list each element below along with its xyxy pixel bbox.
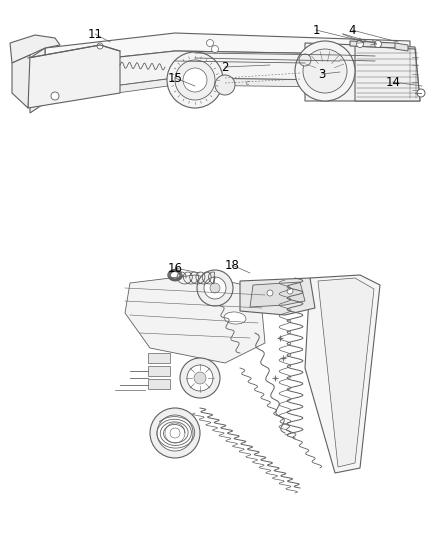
Circle shape bbox=[204, 277, 226, 299]
Circle shape bbox=[266, 290, 272, 296]
Text: 1: 1 bbox=[311, 23, 319, 36]
Polygon shape bbox=[354, 46, 419, 101]
Text: 14: 14 bbox=[385, 76, 399, 88]
Polygon shape bbox=[45, 78, 409, 103]
Circle shape bbox=[286, 288, 292, 294]
Circle shape bbox=[356, 41, 363, 47]
Ellipse shape bbox=[223, 312, 245, 324]
Circle shape bbox=[183, 68, 207, 92]
Circle shape bbox=[377, 64, 381, 69]
Text: c: c bbox=[246, 80, 249, 86]
Bar bbox=[148, 379, 170, 389]
Circle shape bbox=[150, 408, 200, 458]
Polygon shape bbox=[304, 275, 379, 473]
Polygon shape bbox=[394, 43, 407, 51]
Circle shape bbox=[209, 283, 219, 293]
Bar bbox=[148, 353, 170, 363]
Circle shape bbox=[180, 358, 219, 398]
Circle shape bbox=[97, 69, 102, 74]
Circle shape bbox=[170, 428, 180, 438]
Circle shape bbox=[374, 41, 381, 47]
Polygon shape bbox=[304, 43, 419, 101]
Circle shape bbox=[194, 372, 205, 384]
Circle shape bbox=[166, 52, 223, 108]
Polygon shape bbox=[10, 35, 60, 63]
Polygon shape bbox=[30, 48, 45, 113]
Bar bbox=[148, 366, 170, 376]
Circle shape bbox=[175, 60, 215, 100]
Text: 16: 16 bbox=[167, 262, 182, 274]
Polygon shape bbox=[369, 52, 404, 66]
Polygon shape bbox=[12, 55, 30, 108]
Circle shape bbox=[51, 92, 59, 100]
Circle shape bbox=[197, 270, 233, 306]
Text: 18: 18 bbox=[224, 259, 239, 271]
Circle shape bbox=[97, 43, 103, 49]
Polygon shape bbox=[249, 282, 304, 307]
Text: 2: 2 bbox=[221, 61, 228, 74]
Circle shape bbox=[294, 41, 354, 101]
Circle shape bbox=[206, 39, 213, 46]
Circle shape bbox=[416, 89, 424, 97]
Text: 11: 11 bbox=[87, 28, 102, 41]
Circle shape bbox=[157, 415, 193, 451]
Circle shape bbox=[165, 423, 184, 443]
Polygon shape bbox=[317, 278, 373, 467]
Polygon shape bbox=[28, 45, 120, 108]
Text: 4: 4 bbox=[347, 23, 355, 36]
Circle shape bbox=[187, 365, 212, 391]
Polygon shape bbox=[240, 278, 314, 315]
Polygon shape bbox=[45, 33, 409, 65]
Circle shape bbox=[211, 45, 218, 52]
Polygon shape bbox=[125, 275, 265, 363]
Polygon shape bbox=[349, 41, 397, 48]
Circle shape bbox=[302, 49, 346, 93]
Text: 15: 15 bbox=[167, 71, 182, 85]
Circle shape bbox=[215, 75, 234, 95]
Text: 3: 3 bbox=[318, 68, 325, 80]
Polygon shape bbox=[45, 51, 409, 95]
Circle shape bbox=[298, 54, 310, 66]
